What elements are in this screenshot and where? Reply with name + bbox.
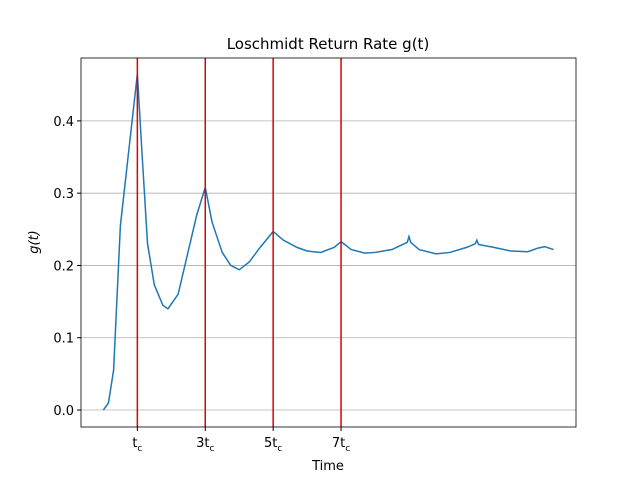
y-tick-label: 0.4 — [53, 115, 74, 130]
x-tick-label: tc — [132, 436, 142, 454]
y-axis-label: g(t) — [27, 230, 42, 254]
x-tick-label: 7tc — [332, 436, 350, 454]
plot-frame — [80, 57, 577, 428]
y-tick-label: 0.0 — [53, 404, 74, 419]
y-tick-label: 0.3 — [53, 187, 74, 202]
x-tick-label: 5tc — [264, 436, 282, 454]
x-tick-label: 3tc — [196, 436, 214, 454]
y-tick-label: 0.1 — [53, 332, 74, 347]
y-tick-label: 0.2 — [53, 259, 74, 274]
chart-title: Loschmidt Return Rate g(t) — [227, 35, 430, 53]
x-axis-label: Time — [311, 459, 344, 474]
data-line — [102, 73, 554, 411]
